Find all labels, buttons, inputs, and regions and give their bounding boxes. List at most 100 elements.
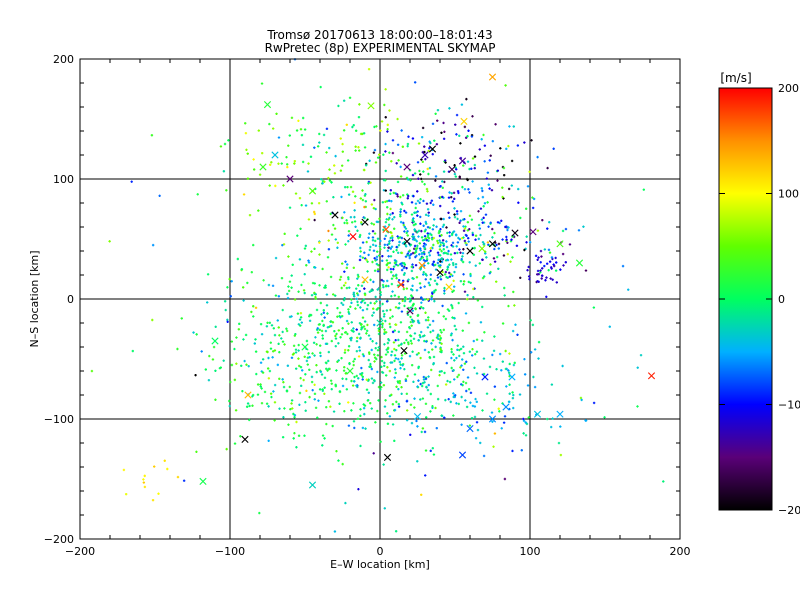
data-point-cross xyxy=(418,261,426,269)
data-point xyxy=(430,233,433,237)
data-point xyxy=(462,280,466,283)
data-point xyxy=(375,300,378,303)
data-point xyxy=(445,245,449,249)
data-point xyxy=(432,203,435,206)
data-point xyxy=(240,364,243,367)
data-point xyxy=(550,256,554,259)
data-point xyxy=(207,378,211,382)
data-point xyxy=(451,200,455,203)
data-point xyxy=(499,147,502,150)
data-point xyxy=(376,237,380,240)
data-point xyxy=(355,374,358,378)
data-point xyxy=(423,235,427,238)
data-point xyxy=(130,180,133,183)
data-point xyxy=(382,153,385,156)
data-point xyxy=(300,283,303,287)
data-point xyxy=(410,269,414,273)
data-point xyxy=(270,161,273,164)
data-point xyxy=(393,215,396,219)
data-point xyxy=(445,240,448,243)
data-point xyxy=(404,255,408,258)
data-point xyxy=(369,245,372,249)
data-point xyxy=(434,345,437,349)
data-point xyxy=(307,162,310,165)
data-point xyxy=(292,352,295,355)
data-point xyxy=(517,187,520,191)
data-point xyxy=(402,223,405,227)
data-point xyxy=(459,251,462,254)
data-point xyxy=(282,381,285,384)
data-point xyxy=(429,201,432,205)
data-point xyxy=(393,359,396,363)
data-point xyxy=(414,307,417,311)
data-point xyxy=(433,218,436,221)
data-point xyxy=(282,416,285,419)
data-point xyxy=(439,254,442,257)
data-point xyxy=(550,266,553,269)
data-point xyxy=(384,142,387,146)
data-point xyxy=(406,234,409,237)
data-point xyxy=(466,221,470,224)
data-point xyxy=(441,239,445,242)
data-point xyxy=(441,304,444,308)
data-point xyxy=(267,439,270,442)
data-point xyxy=(319,351,322,355)
data-point xyxy=(458,221,461,225)
data-point xyxy=(419,198,422,201)
data-point xyxy=(273,333,277,337)
data-point xyxy=(403,225,406,229)
data-point xyxy=(396,193,399,196)
data-point xyxy=(489,221,492,224)
data-point xyxy=(313,354,316,357)
data-point xyxy=(476,299,480,302)
data-point xyxy=(392,191,395,195)
data-point xyxy=(252,243,255,247)
data-point xyxy=(555,281,558,284)
data-point xyxy=(364,200,368,203)
data-point xyxy=(511,256,514,259)
data-point xyxy=(422,224,425,227)
data-point xyxy=(396,143,400,146)
data-point xyxy=(326,369,329,372)
data-point xyxy=(379,290,382,294)
data-point xyxy=(420,236,424,239)
data-point xyxy=(438,248,442,251)
colorbar-tick-label: 200 xyxy=(778,82,799,95)
data-point xyxy=(234,409,238,412)
data-point xyxy=(324,284,327,287)
data-point xyxy=(371,340,374,343)
data-point xyxy=(459,383,463,386)
data-point xyxy=(497,242,501,246)
data-point xyxy=(388,394,392,398)
data-point xyxy=(297,434,301,437)
data-point xyxy=(374,347,377,350)
data-point xyxy=(413,228,416,231)
data-point xyxy=(377,329,381,333)
data-point xyxy=(439,337,443,340)
data-point xyxy=(325,422,328,426)
data-point xyxy=(352,360,355,363)
data-point xyxy=(420,296,423,299)
data-point xyxy=(282,243,286,246)
data-point xyxy=(401,242,405,245)
data-point xyxy=(355,297,358,301)
data-point xyxy=(269,341,272,344)
data-point xyxy=(359,246,362,250)
data-point xyxy=(392,265,396,268)
data-point xyxy=(233,442,237,445)
data-point-cross xyxy=(466,247,474,255)
data-point xyxy=(471,354,474,357)
data-point xyxy=(452,369,455,372)
data-point xyxy=(463,125,467,129)
data-point xyxy=(462,248,465,251)
data-point xyxy=(515,244,519,247)
data-point xyxy=(334,238,337,241)
data-point xyxy=(441,186,444,189)
data-point xyxy=(357,332,361,336)
data-point xyxy=(293,298,297,301)
data-point xyxy=(244,333,248,337)
data-point xyxy=(362,298,366,301)
data-point xyxy=(345,219,348,222)
data-point xyxy=(495,368,498,371)
